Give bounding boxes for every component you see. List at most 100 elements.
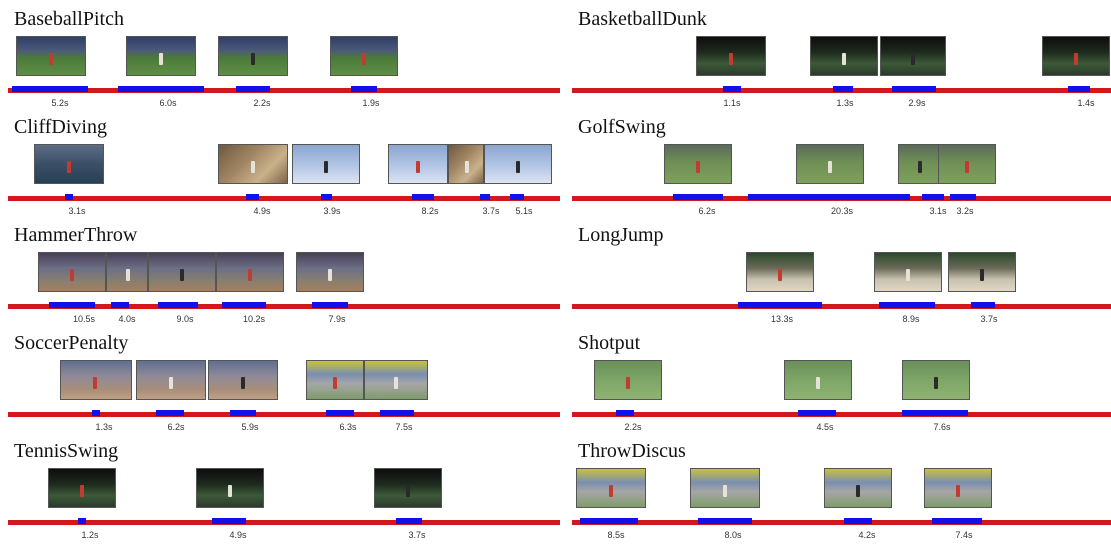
action-segment	[580, 518, 638, 524]
panel-hammerthrow: HammerThrow 10.5s 4.0s 9.0s 10.2s 7.9s	[8, 220, 560, 328]
frame-thumbnail	[664, 144, 732, 184]
frame-thumbnail	[296, 252, 364, 292]
action-segment	[932, 518, 982, 524]
panel-title: SoccerPenalty	[14, 332, 129, 354]
action-segment	[738, 302, 822, 308]
athlete-figure	[465, 161, 469, 173]
timeline-bar	[8, 304, 560, 309]
athlete-figure	[965, 161, 969, 173]
timeline-bar	[8, 88, 560, 93]
panel-title: BasketballDunk	[578, 8, 707, 30]
duration-label: 10.2s	[242, 314, 266, 324]
duration-label: 8.0s	[724, 530, 742, 540]
frame-thumbnail	[690, 468, 760, 508]
duration-label: 4.9s	[229, 530, 247, 540]
frame-thumbnail	[938, 144, 996, 184]
action-segment	[326, 410, 354, 416]
frame-thumbnail	[576, 468, 646, 508]
panel-shotput: Shotput 2.2s 4.5s 7.6s	[572, 328, 1111, 436]
duration-label: 5.1s	[515, 206, 533, 216]
duration-label: 5.9s	[241, 422, 259, 432]
frame-thumbnail	[16, 36, 86, 76]
panel-title: Shotput	[578, 332, 641, 354]
frame-thumbnail	[484, 144, 552, 184]
athlete-figure	[248, 269, 252, 281]
duration-label: 3.9s	[323, 206, 341, 216]
action-segment	[111, 302, 129, 308]
frame-thumbnail	[948, 252, 1016, 292]
duration-label: 8.2s	[421, 206, 439, 216]
action-segment	[892, 86, 936, 92]
action-segment	[616, 410, 634, 416]
panel-throwdiscus: ThrowDiscus 8.5s 8.0s 4.2s 7.4s	[572, 436, 1111, 544]
panel-title: CliffDiving	[14, 116, 107, 138]
athlete-figure	[911, 53, 915, 65]
timeline-bar	[8, 520, 560, 525]
athlete-figure	[159, 53, 163, 65]
action-segment	[212, 518, 246, 524]
frame-thumbnail	[880, 36, 946, 76]
panel-tennisswing: TennisSwing 1.2s 4.9s 3.7s	[8, 436, 560, 544]
frame-thumbnail	[48, 468, 116, 508]
action-segment	[510, 194, 524, 200]
duration-label: 1.2s	[81, 530, 99, 540]
athlete-figure	[956, 485, 960, 497]
frame-thumbnail	[796, 144, 864, 184]
action-segment	[222, 302, 266, 308]
frame-thumbnail	[594, 360, 662, 400]
athlete-figure	[696, 161, 700, 173]
action-segment	[65, 194, 73, 200]
action-segment	[49, 302, 95, 308]
athlete-figure	[1074, 53, 1078, 65]
frame-thumbnail	[924, 468, 992, 508]
frame-thumbnail	[874, 252, 942, 292]
action-segment	[380, 410, 414, 416]
action-segment	[12, 86, 88, 92]
frame-thumbnail	[898, 144, 940, 184]
action-segment	[78, 518, 86, 524]
athlete-figure	[778, 269, 782, 281]
frame-thumbnail	[810, 36, 878, 76]
timeline-bar	[572, 304, 1111, 309]
frame-thumbnail	[292, 144, 360, 184]
duration-label: 6.2s	[698, 206, 716, 216]
action-segment	[412, 194, 434, 200]
duration-label: 1.1s	[723, 98, 741, 108]
athlete-figure	[169, 377, 173, 389]
action-segment	[1068, 86, 1090, 92]
timeline-bar	[572, 412, 1111, 417]
timeline-bar	[8, 196, 560, 201]
athlete-figure	[980, 269, 984, 281]
duration-label: 1.3s	[95, 422, 113, 432]
frame-thumbnail	[902, 360, 970, 400]
action-segment	[118, 86, 204, 92]
duration-label: 3.7s	[482, 206, 500, 216]
duration-label: 2.2s	[253, 98, 271, 108]
frame-thumbnail	[696, 36, 766, 76]
athlete-figure	[180, 269, 184, 281]
frame-thumbnail	[330, 36, 398, 76]
action-segment	[833, 86, 853, 92]
action-segment	[723, 86, 741, 92]
athlete-figure	[70, 269, 74, 281]
duration-label: 1.4s	[1077, 98, 1095, 108]
duration-label: 4.2s	[858, 530, 876, 540]
action-segment	[844, 518, 872, 524]
frame-thumbnail	[364, 360, 428, 400]
duration-label: 1.3s	[836, 98, 854, 108]
action-segment	[230, 410, 256, 416]
action-segment	[971, 302, 995, 308]
duration-label: 7.5s	[395, 422, 413, 432]
action-segment	[156, 410, 184, 416]
frame-thumbnail	[34, 144, 104, 184]
panel-golfswing: GolfSwing 6.2s 20.3s 3.1s 3.2s	[572, 112, 1111, 220]
panel-soccerpenalty: SoccerPenalty 1.3s 6.2s 5.9s 6.3s 7.5s	[8, 328, 560, 436]
athlete-figure	[328, 269, 332, 281]
athlete-figure	[723, 485, 727, 497]
frame-thumbnail	[148, 252, 216, 292]
frame-thumbnail	[216, 252, 284, 292]
frame-thumbnail	[306, 360, 364, 400]
panel-basketballdunk: BasketballDunk 1.1s 1.3s 2.9s 1.4s	[572, 4, 1111, 112]
action-segment	[922, 194, 944, 200]
panel-title: HammerThrow	[14, 224, 138, 246]
